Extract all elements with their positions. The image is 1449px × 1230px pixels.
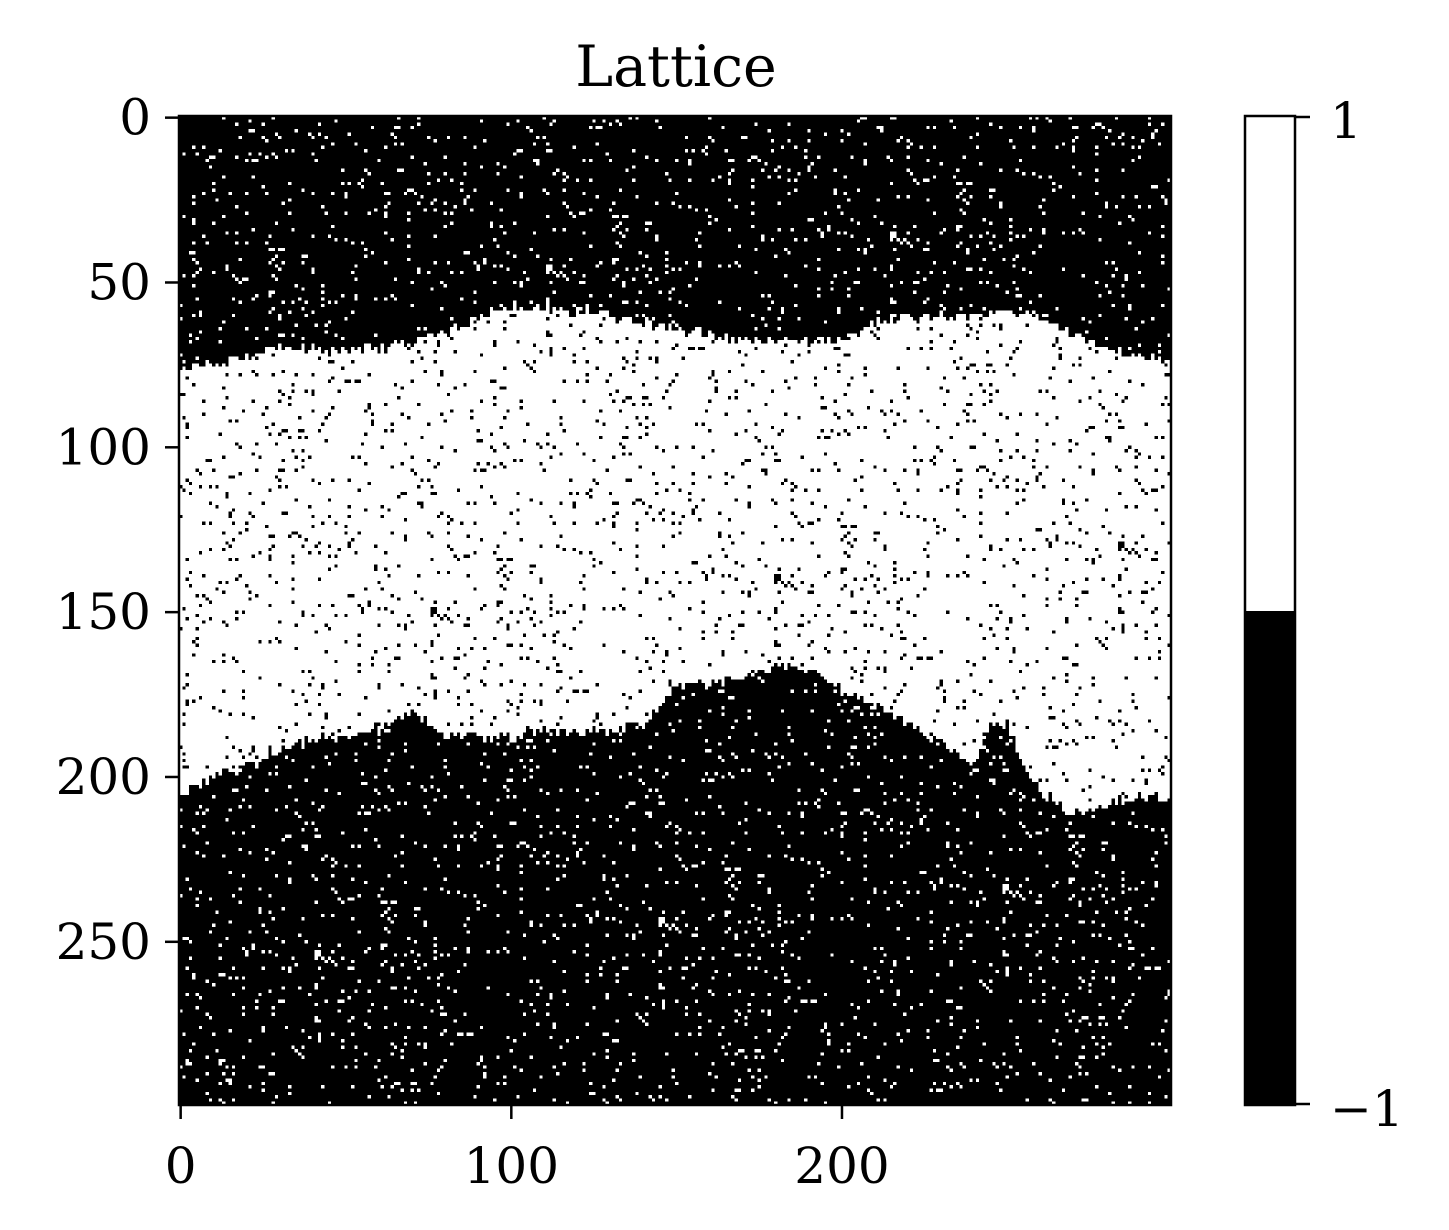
x-tick-label: 0 bbox=[165, 1137, 197, 1195]
x-tick-label: 200 bbox=[794, 1137, 889, 1195]
colorbar: 1 −1 bbox=[1243, 92, 1404, 1138]
y-tick-label: 0 bbox=[119, 89, 151, 147]
y-tick-label: 50 bbox=[87, 253, 151, 311]
plot-frame bbox=[177, 114, 1173, 1107]
lattice-heatmap bbox=[179, 116, 1171, 1105]
y-tick-label: 200 bbox=[56, 748, 151, 806]
y-tick-label: 250 bbox=[56, 913, 151, 971]
x-axis: 0 100 200 bbox=[165, 1105, 890, 1195]
y-tick-label: 100 bbox=[56, 418, 151, 476]
colorbar-frame bbox=[1243, 114, 1297, 1107]
colorbar-segment-positive bbox=[1245, 116, 1295, 611]
colorbar-tick-label-max: 1 bbox=[1330, 92, 1362, 150]
y-axis: 0 50 100 150 200 250 bbox=[56, 89, 179, 971]
plot-area bbox=[177, 114, 1173, 1107]
chart-title: Lattice bbox=[575, 34, 777, 100]
y-tick-label: 150 bbox=[56, 583, 151, 641]
x-tick-label: 100 bbox=[464, 1137, 559, 1195]
colorbar-tick-label-min: −1 bbox=[1330, 1080, 1404, 1138]
colorbar-segment-negative bbox=[1245, 611, 1295, 1105]
